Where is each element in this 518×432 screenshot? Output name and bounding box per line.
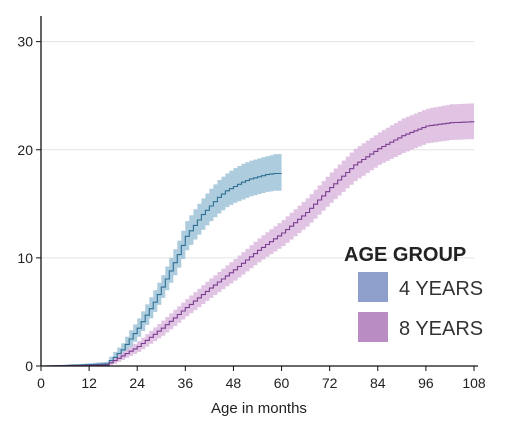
line-series-2 xyxy=(41,121,475,367)
legend: AGE GROUP 4 YEARS 8 YEARS xyxy=(344,244,483,342)
tick-labels: 0 12 24 36 48 60 72 84 96 108 0 10 20 30 xyxy=(17,34,485,391)
confidence-bands xyxy=(41,103,474,367)
legend-swatch-2 xyxy=(358,312,388,342)
y-tick-label-10: 10 xyxy=(17,250,33,266)
x-tick-label-36: 36 xyxy=(178,375,194,391)
x-tick-label-60: 60 xyxy=(274,375,290,391)
x-tick-label-84: 84 xyxy=(370,375,386,391)
axes xyxy=(36,16,478,371)
y-tick-label-30: 30 xyxy=(17,34,33,50)
band-series-1 xyxy=(41,154,282,366)
x-tick-label-48: 48 xyxy=(226,375,242,391)
x-axis-title: Age in months xyxy=(211,400,307,417)
x-tick-label-12: 12 xyxy=(81,375,97,391)
x-tick-label-72: 72 xyxy=(322,375,338,391)
x-tick-label-24: 24 xyxy=(129,375,145,391)
series-lines xyxy=(41,121,475,367)
band-series-2 xyxy=(41,103,474,367)
y-tick-label-0: 0 xyxy=(25,358,33,374)
y-tick-label-20: 20 xyxy=(17,142,33,158)
line-series-1 xyxy=(41,172,282,367)
x-tick-label-108: 108 xyxy=(462,375,486,391)
x-tick-label-0: 0 xyxy=(37,375,45,391)
legend-label-1: 4 YEARS xyxy=(399,278,483,300)
legend-swatch-1 xyxy=(358,272,388,302)
legend-label-2: 8 YEARS xyxy=(399,318,483,340)
legend-title: AGE GROUP xyxy=(344,244,466,266)
x-tick-label-96: 96 xyxy=(418,375,434,391)
